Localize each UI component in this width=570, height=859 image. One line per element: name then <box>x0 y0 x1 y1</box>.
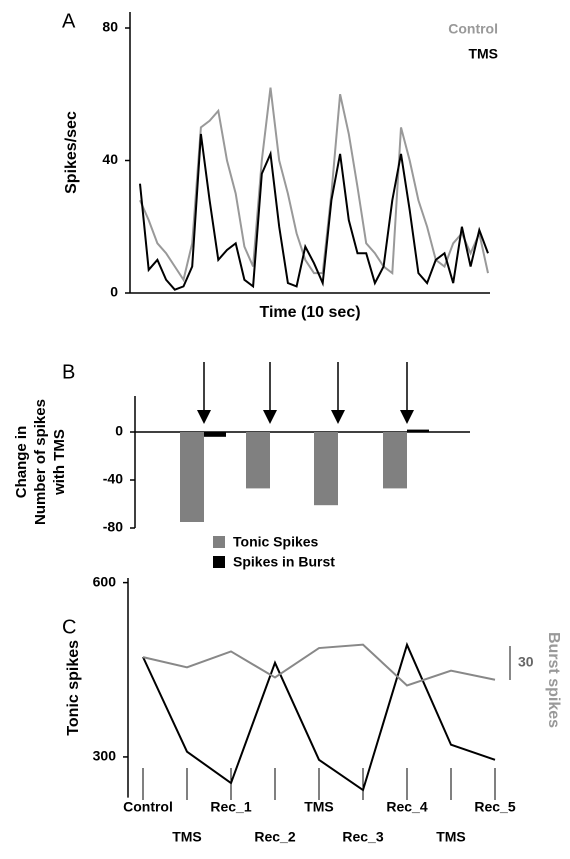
y-tick-label: 0 <box>115 423 123 439</box>
bar <box>407 429 429 432</box>
y2-axis-label: Burst spikes <box>545 632 562 728</box>
y-tick-label: 80 <box>102 19 118 35</box>
x-tick-label: Rec_2 <box>254 829 295 845</box>
legend-label: Control <box>448 21 498 37</box>
panel-label: C <box>62 616 76 638</box>
legend-swatch <box>213 536 225 548</box>
y-axis-label: Tonic spikes <box>65 640 82 736</box>
bar <box>204 432 226 437</box>
bar <box>180 432 204 522</box>
series-line <box>139 87 489 283</box>
y-tick-label: 40 <box>102 151 118 167</box>
arrow-head <box>263 410 277 424</box>
series-line <box>142 641 496 792</box>
x-axis-label: Time (10 sec) <box>259 304 360 321</box>
x-tick-label: Rec_5 <box>474 799 515 815</box>
x-tick-label: Rec_3 <box>342 829 383 845</box>
arrow-head <box>400 410 414 424</box>
y-axis-label: with TMS <box>51 429 68 496</box>
panel-label: A <box>62 10 76 32</box>
y-tick-label: 600 <box>93 573 117 589</box>
bar <box>383 432 407 489</box>
x-tick-label: TMS <box>436 829 466 845</box>
legend-label: Tonic Spikes <box>233 534 319 550</box>
y-tick-label: -80 <box>103 519 123 535</box>
legend-swatch <box>213 556 225 568</box>
bar <box>314 432 338 506</box>
x-tick-label: Rec_4 <box>386 799 427 815</box>
series-line <box>142 643 496 687</box>
legend-label: Spikes in Burst <box>233 554 335 570</box>
x-tick-label: TMS <box>172 829 202 845</box>
legend-label: TMS <box>468 46 498 62</box>
x-tick-label: Rec_1 <box>210 799 251 815</box>
series-line <box>139 133 489 291</box>
x-tick-label: Control <box>123 799 173 815</box>
arrow-head <box>331 410 345 424</box>
x-tick-label: TMS <box>304 799 334 815</box>
y-tick-label: 0 <box>110 284 118 300</box>
y2-scale-label: 30 <box>518 654 534 670</box>
y-tick-label: -40 <box>103 471 123 487</box>
bar <box>246 432 270 489</box>
panel-label: B <box>62 361 75 383</box>
y-axis-label: Change in <box>13 426 30 499</box>
arrow-head <box>197 410 211 424</box>
y-tick-label: 300 <box>93 748 117 764</box>
y-axis-label: Number of spikes <box>32 399 49 525</box>
y-axis-label: Spikes/sec <box>63 111 80 194</box>
